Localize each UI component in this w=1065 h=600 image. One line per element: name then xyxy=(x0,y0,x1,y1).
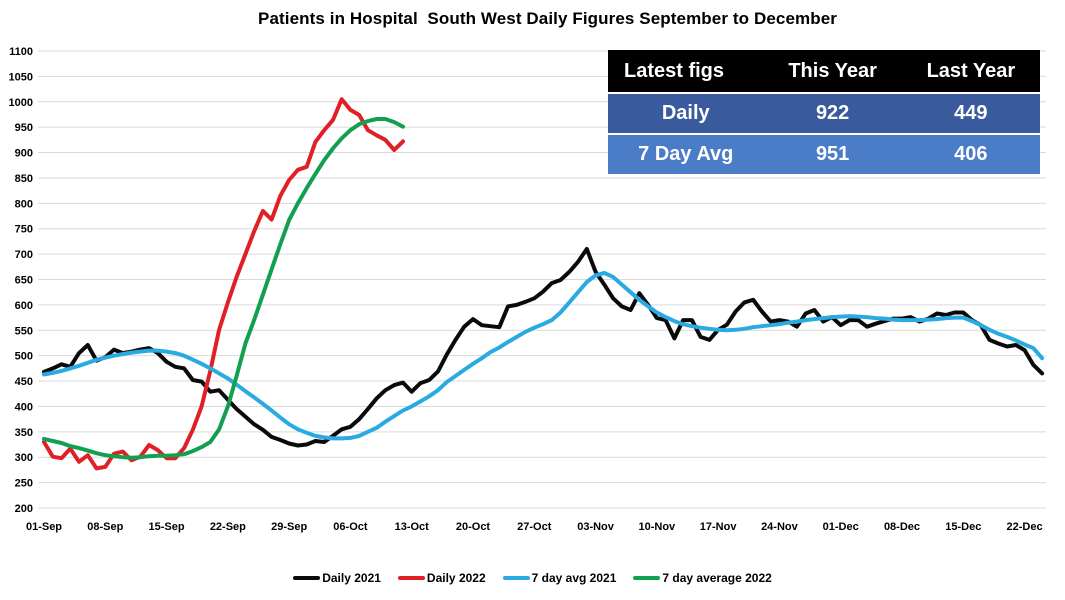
y-tick-300: 300 xyxy=(15,452,33,464)
table-row-7-day-avg: 7 Day Avg 951 406 xyxy=(608,135,1040,174)
daily-this-year-value: 922 xyxy=(815,102,850,124)
y-tick-650: 650 xyxy=(15,275,33,287)
seven-day-avg-row-label: 7 Day Avg xyxy=(638,143,734,165)
y-tick-350: 350 xyxy=(15,427,33,439)
legend-item-7-day-average-2022: 7 day average 2022 xyxy=(633,571,772,585)
y-tick-400: 400 xyxy=(15,401,33,413)
x-tick-20-oct: 20-Oct xyxy=(456,521,491,533)
y-tick-200: 200 xyxy=(15,503,33,515)
legend-item-daily-2022: Daily 2022 xyxy=(397,571,486,585)
chart-legend: Daily 2021 Daily 2022 7 day avg 2021 7 day … xyxy=(0,571,1065,585)
y-tick-850: 850 xyxy=(15,173,33,185)
table-header-row: Latest figs This Year Last Year xyxy=(608,50,1040,92)
x-tick-06-oct: 06-Oct xyxy=(333,521,368,533)
seven-day-avg-this-year-value: 951 xyxy=(815,143,850,165)
y-tick-1000: 1000 xyxy=(9,97,33,109)
y-tick-1050: 1050 xyxy=(9,71,33,83)
legend-label-7-day-average-2022: 7 day average 2022 xyxy=(662,571,772,585)
y-tick-800: 800 xyxy=(15,198,33,210)
legend-label-7-day-avg-2021: 7 day avg 2021 xyxy=(531,571,617,585)
y-tick-250: 250 xyxy=(15,478,33,490)
x-tick-03-nov: 03-Nov xyxy=(577,521,615,533)
x-tick-17-nov: 17-Nov xyxy=(700,521,738,533)
seven-day-avg-last-year-value: 406 xyxy=(954,143,988,165)
legend-swatch-7-day-average-2022 xyxy=(633,576,661,580)
legend-label-daily-2021: Daily 2021 xyxy=(322,571,381,585)
x-tick-08-dec: 08-Dec xyxy=(884,521,920,533)
table-header-last-year: Last Year xyxy=(926,59,1016,82)
legend-item-daily-2021: Daily 2021 xyxy=(293,571,381,585)
y-tick-900: 900 xyxy=(15,148,33,160)
table-header-latest-figs: Latest figs xyxy=(624,59,725,82)
daily-row-label: Daily xyxy=(661,102,710,124)
x-tick-10-nov: 10-Nov xyxy=(639,521,677,533)
y-tick-1100: 1100 xyxy=(9,46,33,58)
x-axis-labels: 01-Sep 08-Sep 15-Sep 22-Sep 29-Sep 06-Oct 13-O… xyxy=(26,521,1043,533)
series-lines xyxy=(42,97,1045,471)
line-7-day-avg-2021 xyxy=(42,270,1045,441)
y-tick-950: 950 xyxy=(15,122,33,134)
table-header-this-year: This Year xyxy=(788,59,877,82)
x-tick-15-dec: 15-Dec xyxy=(945,521,981,533)
y-tick-450: 450 xyxy=(15,376,33,388)
table-row-daily: Daily 922 449 xyxy=(608,94,1040,133)
x-tick-08-sep: 08-Sep xyxy=(87,521,123,533)
x-tick-24-nov: 24-Nov xyxy=(761,521,799,533)
y-tick-750: 750 xyxy=(15,224,33,236)
legend-swatch-7-day-avg-2021 xyxy=(502,576,530,580)
x-tick-22-sep: 22-Sep xyxy=(210,521,246,533)
latest-figures-table: Latest figs This Year Last Year Daily 92… xyxy=(608,50,1040,174)
x-tick-13-oct: 13-Oct xyxy=(395,521,430,533)
x-tick-29-sep: 29-Sep xyxy=(271,521,307,533)
x-tick-27-oct: 27-Oct xyxy=(517,521,552,533)
y-tick-700: 700 xyxy=(15,249,33,261)
y-tick-550: 550 xyxy=(15,325,33,337)
x-tick-01-dec: 01-Dec xyxy=(823,521,859,533)
y-axis-labels: 200 250 300 350 400 450 500 550 600 650 700 750 800 8… xyxy=(9,46,33,515)
x-tick-01-sep: 01-Sep xyxy=(26,521,62,533)
legend-swatch-daily-2021 xyxy=(293,576,321,580)
y-tick-500: 500 xyxy=(15,351,33,363)
x-tick-22-dec: 22-Dec xyxy=(1007,521,1043,533)
chart-title: Patients in Hospital South West Daily Fi… xyxy=(258,9,837,28)
legend-item-7-day-avg-2021: 7 day avg 2021 xyxy=(502,571,617,585)
daily-last-year-value: 449 xyxy=(954,102,988,124)
line-7-day-average-2022 xyxy=(42,117,405,460)
line-daily-2021 xyxy=(42,247,1045,448)
line-daily-2022 xyxy=(42,97,405,471)
y-tick-600: 600 xyxy=(15,300,33,312)
legend-swatch-daily-2022 xyxy=(397,576,425,580)
legend-label-daily-2022: Daily 2022 xyxy=(426,571,486,585)
x-tick-15-sep: 15-Sep xyxy=(149,521,185,533)
